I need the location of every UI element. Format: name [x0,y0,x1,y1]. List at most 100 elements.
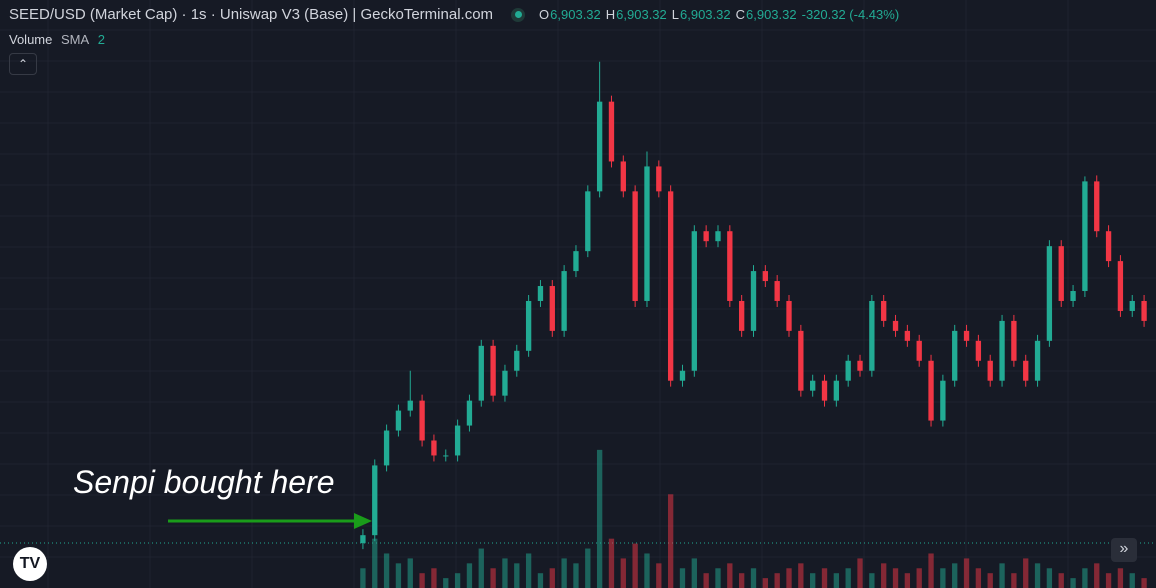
candle-body [821,380,828,401]
candle-body [454,425,461,456]
logo[interactable]: TV [13,547,47,581]
arrow-head [354,513,372,529]
volume-bar [407,558,413,588]
volume-bar [727,563,733,588]
volume-bar [514,563,520,588]
sma-label: SMA [61,32,90,47]
volume-bar [644,553,650,588]
candle-body [360,535,366,544]
candle-body [691,231,697,371]
candle-body [549,286,555,331]
volume-bar [490,568,496,588]
candle-body [963,330,970,341]
candle-body [407,400,413,411]
volume-bar [845,568,851,588]
volume-bar [1034,563,1041,588]
volume-bar [1105,573,1112,588]
candle-body [537,286,544,301]
readout-value: 6,903.32 [616,7,667,22]
candle-body [632,191,638,301]
readout-value: 6,903.32 [680,7,731,22]
volume-bar [608,538,615,588]
volume-bar [999,563,1005,588]
collapse-button[interactable]: ⌃ [9,53,37,75]
volume-bar [963,558,970,588]
volume-bar [691,558,697,588]
volume-bar [395,563,402,588]
candle-body [490,345,496,396]
candle-body [703,231,709,242]
volume-bar [869,573,875,588]
volume-bar [656,563,662,588]
readout-label: C [735,7,745,22]
candle-body [1105,231,1112,262]
readout-label: L [671,7,679,22]
volume-bar [573,563,579,588]
candle-body [904,330,911,341]
volume-bar [443,578,449,588]
candle-body [1094,181,1100,232]
volume-bar [525,553,532,588]
volume-bar [419,573,425,588]
volume-bar [739,573,745,588]
candle-body [644,166,650,301]
volume-legend: Volume SMA 2 [9,32,110,47]
volume-bar [715,568,721,588]
volume-bar [952,563,958,588]
candle-body [975,340,982,361]
header: SEED/USD (Market Cap) · 1s · Uniswap V3 … [9,6,904,23]
candle-body [443,455,449,457]
candle-body [525,300,532,351]
volume-bar [667,494,674,588]
candle-body [1034,340,1041,381]
candle-body [1129,300,1135,311]
readout-change: -320.32 (-4.43%) [801,7,900,22]
candle-body [869,300,875,371]
candle-body [620,161,626,192]
volume-bar [383,553,390,588]
volume-bar [1023,558,1029,588]
candle-body [1070,291,1076,301]
volume-bar [975,568,982,588]
sma-length: 2 [97,32,106,47]
candle-body [774,281,780,301]
candle-body [608,101,615,162]
volume-bar [585,548,591,588]
candle-body [514,350,520,371]
readout-label: O [539,7,550,22]
volume-bar [454,573,461,588]
candle-body [762,271,768,282]
candle-body [892,320,899,331]
candle-body [395,410,402,431]
volume-bar [372,538,378,588]
candle-body [573,251,579,272]
volume-bar [466,563,473,588]
candle-body [810,380,816,391]
candle-body [750,271,757,331]
candle-body [656,166,662,192]
status-dot [511,7,526,22]
volume-bar [762,578,768,588]
volume-bar [703,573,709,588]
candle-body [916,340,922,361]
candle-body [596,101,603,192]
candle-body [679,370,686,381]
candle-body [739,300,745,331]
volume-bar [1070,578,1076,588]
candle-body [928,360,934,421]
candle-body [1082,181,1088,292]
candle-body [987,360,993,381]
candle-body [833,380,840,401]
candle-body [786,300,792,331]
candle-body [561,271,567,331]
volume-bar [620,558,626,588]
volume-bar [857,558,863,588]
volume-bar [940,568,946,588]
candle-body [419,400,425,441]
volume-bar [892,568,899,588]
candle-body [431,440,437,456]
candle-body [372,465,378,536]
volume-bar [1046,568,1053,588]
scroll-button[interactable]: » [1111,538,1137,562]
